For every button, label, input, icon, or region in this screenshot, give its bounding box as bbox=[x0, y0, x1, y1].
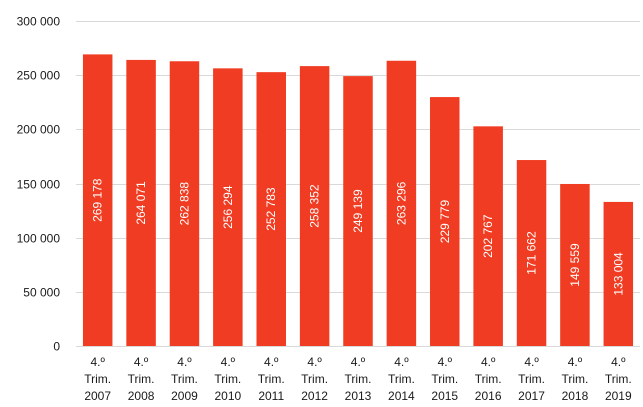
y-tick-label: 100 000 bbox=[17, 232, 61, 246]
x-category-label: Trim. bbox=[605, 372, 632, 386]
bar-value-label: 258 352 bbox=[308, 184, 322, 228]
x-category-label: Trim. bbox=[84, 372, 111, 386]
x-category-label: 2013 bbox=[345, 389, 372, 403]
bar bbox=[299, 66, 330, 347]
y-tick-label: 150 000 bbox=[17, 178, 61, 192]
x-category-label: 2011 bbox=[258, 389, 284, 403]
x-category-label: 4.º bbox=[134, 355, 149, 369]
x-category-label: Trim. bbox=[214, 372, 241, 386]
bar-value-label: 133 004 bbox=[611, 252, 625, 296]
y-axis-tick-labels: 0 50 000 100 000 150 000 200 000 250 000 300 0… bbox=[17, 15, 61, 354]
y-tick-label: 0 bbox=[53, 340, 60, 354]
x-category-label: 2019 bbox=[605, 389, 632, 403]
x-category-label: 2007 bbox=[84, 389, 111, 403]
x-category-label: 2018 bbox=[562, 389, 589, 403]
x-category-label: 4.º bbox=[177, 355, 192, 369]
x-category-label: Trim. bbox=[561, 372, 588, 386]
x-category-label: 4.º bbox=[90, 355, 105, 369]
x-category-label: Trim. bbox=[518, 372, 545, 386]
bar-value-label: 149 559 bbox=[568, 243, 582, 287]
x-category-label: 2017 bbox=[518, 389, 545, 403]
bar-value-label: 252 783 bbox=[264, 187, 278, 231]
x-category-label: Trim. bbox=[258, 372, 285, 386]
x-category-label: 2016 bbox=[475, 389, 502, 403]
y-tick-label: 50 000 bbox=[23, 286, 60, 300]
x-category-label: 2015 bbox=[431, 389, 458, 403]
bar bbox=[82, 54, 113, 346]
x-category-label: Trim. bbox=[301, 372, 328, 386]
bar-value-label: 269 178 bbox=[91, 178, 105, 222]
bar bbox=[343, 76, 373, 346]
x-category-label: 4.º bbox=[221, 355, 236, 369]
bar bbox=[169, 61, 200, 346]
x-category-label: Trim. bbox=[171, 372, 198, 386]
bar-value-label: 262 838 bbox=[177, 182, 191, 226]
x-category-label: 4.º bbox=[307, 355, 322, 369]
bar-value-label: 229 779 bbox=[438, 200, 452, 244]
x-category-label: Trim. bbox=[128, 372, 155, 386]
x-category-label: 4.º bbox=[264, 355, 279, 369]
bar-value-label: 256 294 bbox=[221, 185, 235, 229]
x-category-label: 2010 bbox=[214, 389, 241, 403]
bar bbox=[430, 97, 460, 346]
x-category-label: 4.º bbox=[394, 355, 409, 369]
x-category-label: 2014 bbox=[388, 389, 415, 403]
data-labels: 269 178 264 071 262 838 256 294 252 783 258 3… bbox=[91, 178, 626, 295]
x-category-label: Trim. bbox=[388, 372, 415, 386]
bar-value-label: 171 662 bbox=[525, 231, 539, 275]
x-category-label: 2012 bbox=[301, 389, 328, 403]
x-category-label: 4.º bbox=[438, 355, 453, 369]
x-category-label: 4.º bbox=[524, 355, 539, 369]
bar bbox=[213, 68, 243, 346]
x-category-label: Trim. bbox=[345, 372, 372, 386]
bars bbox=[82, 54, 634, 347]
y-tick-label: 300 000 bbox=[17, 15, 61, 29]
y-tick-label: 200 000 bbox=[17, 123, 61, 137]
bar bbox=[386, 60, 417, 346]
bar bbox=[516, 160, 547, 346]
x-category-label: 2009 bbox=[171, 389, 198, 403]
x-axis-category-labels: 4.º Trim. 2007 4.º Trim. 2008 4.º Trim. 2009 4.º T… bbox=[84, 355, 632, 403]
bar-value-label: 263 296 bbox=[394, 181, 408, 225]
x-category-label: 4.º bbox=[481, 355, 496, 369]
x-category-label: 4.º bbox=[611, 355, 626, 369]
y-tick-label: 250 000 bbox=[17, 69, 61, 83]
bar bbox=[603, 201, 634, 346]
x-category-label: 4.º bbox=[568, 355, 583, 369]
x-category-label: Trim. bbox=[475, 372, 502, 386]
bar-value-label: 202 767 bbox=[481, 214, 495, 258]
x-category-label: Trim. bbox=[431, 372, 458, 386]
bar-value-label: 264 071 bbox=[134, 181, 148, 225]
bar bbox=[560, 183, 590, 346]
bar bbox=[256, 72, 286, 347]
x-category-label: 4.º bbox=[351, 355, 366, 369]
bar bbox=[473, 126, 503, 346]
bar bbox=[126, 59, 156, 346]
bar-value-label: 249 139 bbox=[351, 189, 365, 233]
x-category-label: 2008 bbox=[128, 389, 155, 403]
